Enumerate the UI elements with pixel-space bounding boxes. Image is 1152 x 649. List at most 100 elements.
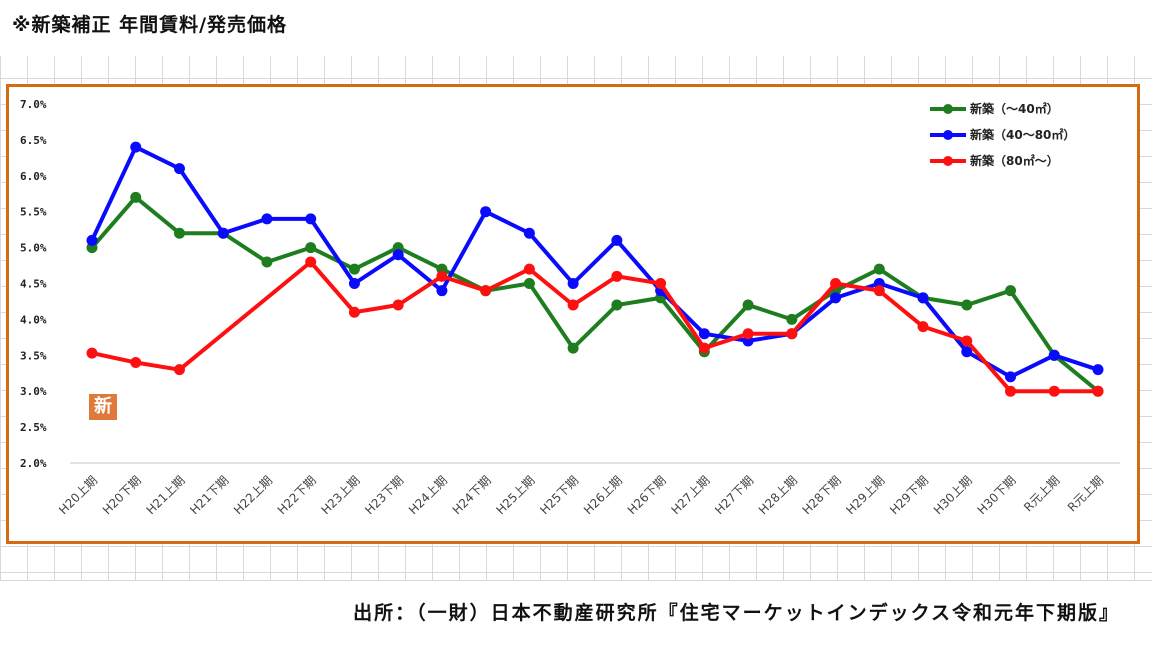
x-tick-label: H27下期 [712,473,756,517]
series-line-3 [90,260,1100,394]
legend-label-3: 新築（80㎡～） [970,153,1059,168]
x-tick-label: H26上期 [581,473,625,517]
page-title: ※新築補正 年間賃料/発売価格 [8,8,298,42]
series-3-point [611,270,623,282]
x-tick-label: H22下期 [275,473,319,517]
x-tick-label: H20上期 [56,473,100,517]
series-3-point [961,335,973,347]
series-3-point [786,328,798,340]
series-3-point [392,299,404,311]
series-3-point [86,347,98,359]
legend-label-2: 新築（40～80㎡） [970,127,1075,142]
series-2-point [917,292,929,304]
series-2-point [523,227,535,239]
y-tick-label: 5.5% [20,206,47,219]
y-tick-label: 5.0% [20,242,47,255]
series-3-point [436,270,448,282]
x-tick-label: H30上期 [931,473,975,517]
series-2-point [130,141,142,153]
legend-marker-3 [943,156,953,166]
series-3-point [480,285,492,297]
series-1-point [305,242,317,254]
series-1-point [130,191,142,203]
series-2-point [173,163,185,175]
series-2-point [480,206,492,218]
series-3-point [830,278,842,289]
source-caption: 出所：（一財）日本不動産研究所『住宅マーケットインデックス令和元年下期版』 [353,602,1120,624]
series-3-point [1048,385,1060,397]
x-tick-label: H29下期 [887,473,931,517]
series-3-point [130,356,142,368]
x-tick-label: H24下期 [450,473,494,517]
series-3-point [698,342,710,354]
series-1-point [173,227,185,239]
series-3-point [917,321,929,333]
series-3-point [305,256,317,268]
series-3-point [348,306,360,318]
series-1-point [1005,285,1017,297]
series-3-point [567,299,579,311]
series-2-point [611,234,623,246]
x-tick-label: H28上期 [756,473,800,517]
y-tick-label: 6.0% [20,170,47,183]
series-3-point [873,285,885,297]
y-tick-label: 4.5% [20,278,47,291]
x-tick-label: H23下期 [362,473,406,517]
series-1-point [523,278,535,289]
series-2-point [1005,371,1017,383]
x-tick-label: H21上期 [144,473,188,517]
series-1-point [261,256,273,268]
series-2-point [217,227,229,239]
series-2-point [567,278,579,289]
y-tick-label: 4.0% [20,313,47,326]
x-tick-label: H28下期 [800,473,844,517]
series-2-point [830,292,842,304]
series-1-point [961,299,973,311]
series-2-point [305,213,317,225]
series-2-point [1092,364,1104,376]
x-tick-label: H23上期 [319,473,363,517]
series-3-point [655,278,667,289]
series-2-point [348,278,360,289]
y-tick-label: 2.0% [20,457,47,470]
x-tick-label: H27上期 [668,473,712,517]
new-build-badge: 新 [89,394,117,420]
series-1-point [873,263,885,275]
x-tick-label: H30下期 [975,473,1019,517]
x-tick-label: H24上期 [406,473,450,517]
series-2-point [961,346,973,358]
series-1-point [348,263,360,275]
series-2-point [261,213,273,225]
x-tick-label: H21下期 [187,473,231,517]
series-3-point [173,364,185,376]
legend-marker-1 [943,104,953,114]
y-tick-label: 2.5% [20,421,47,434]
series-2-point [86,234,98,246]
series-2-point [392,249,404,261]
legend-marker-2 [943,130,953,140]
x-tick-label: H22上期 [231,473,275,517]
x-tick-label: R元上期 [1065,473,1106,514]
series-line-1 [90,195,1100,394]
series-2-point [698,328,710,340]
series-2-point [1048,349,1060,361]
series-1-point [786,313,798,325]
legend-label-1: 新築（～40㎡） [970,101,1059,116]
series-3-point [1005,385,1017,397]
series-1-point [611,299,623,311]
footer-band [0,580,1152,649]
series-1-point [742,299,754,311]
series-3-point [523,263,535,275]
y-tick-label: 7.0% [20,98,47,111]
x-tick-label: H25上期 [493,473,537,517]
x-tick-label: R元上期 [1021,473,1062,514]
series-3-point [1092,385,1104,397]
y-tick-label: 6.5% [20,134,47,147]
x-tick-label: H29上期 [843,473,887,517]
y-tick-label: 3.5% [20,349,47,362]
x-tick-label: H20下期 [100,473,144,517]
y-tick-label: 3.0% [20,385,47,398]
series-line-2 [90,145,1100,379]
series-1-point [567,342,579,354]
